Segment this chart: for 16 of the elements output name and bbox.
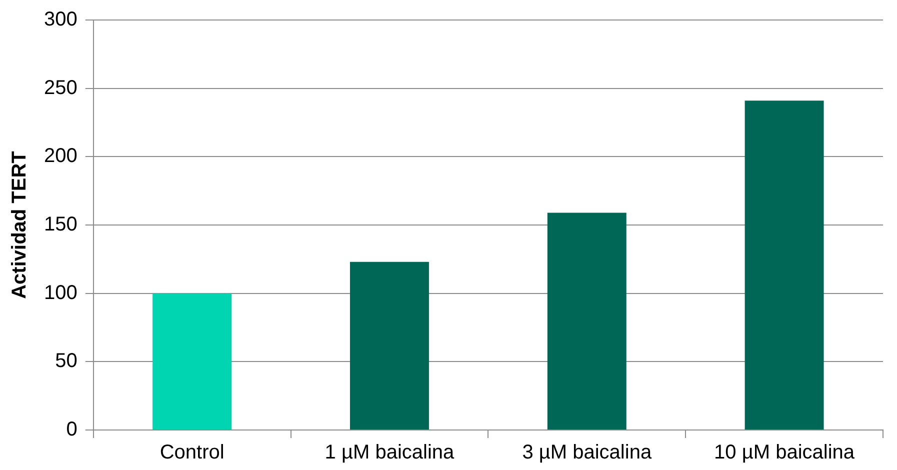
bar (547, 212, 626, 430)
y-axis-title: Actividad TERT (8, 151, 31, 299)
x-tick-label: 3 µM baicalina (522, 442, 652, 464)
bar (744, 100, 824, 430)
x-tick-label: 1 µM baicalina (324, 442, 456, 464)
bar (152, 293, 232, 430)
x-tick-label: 10 µM baicalina (714, 442, 856, 464)
bar (350, 262, 429, 430)
y-tick-label: 50 (55, 350, 78, 372)
y-tick-label: 0 (66, 418, 78, 441)
y-tick-label: 300 (44, 8, 78, 31)
x-tick-label: Control (160, 442, 224, 464)
y-tick-label: 100 (44, 282, 78, 304)
y-tick-label: 200 (44, 145, 78, 168)
y-tick-label: 250 (44, 76, 78, 99)
y-tick-label: 150 (44, 214, 78, 236)
